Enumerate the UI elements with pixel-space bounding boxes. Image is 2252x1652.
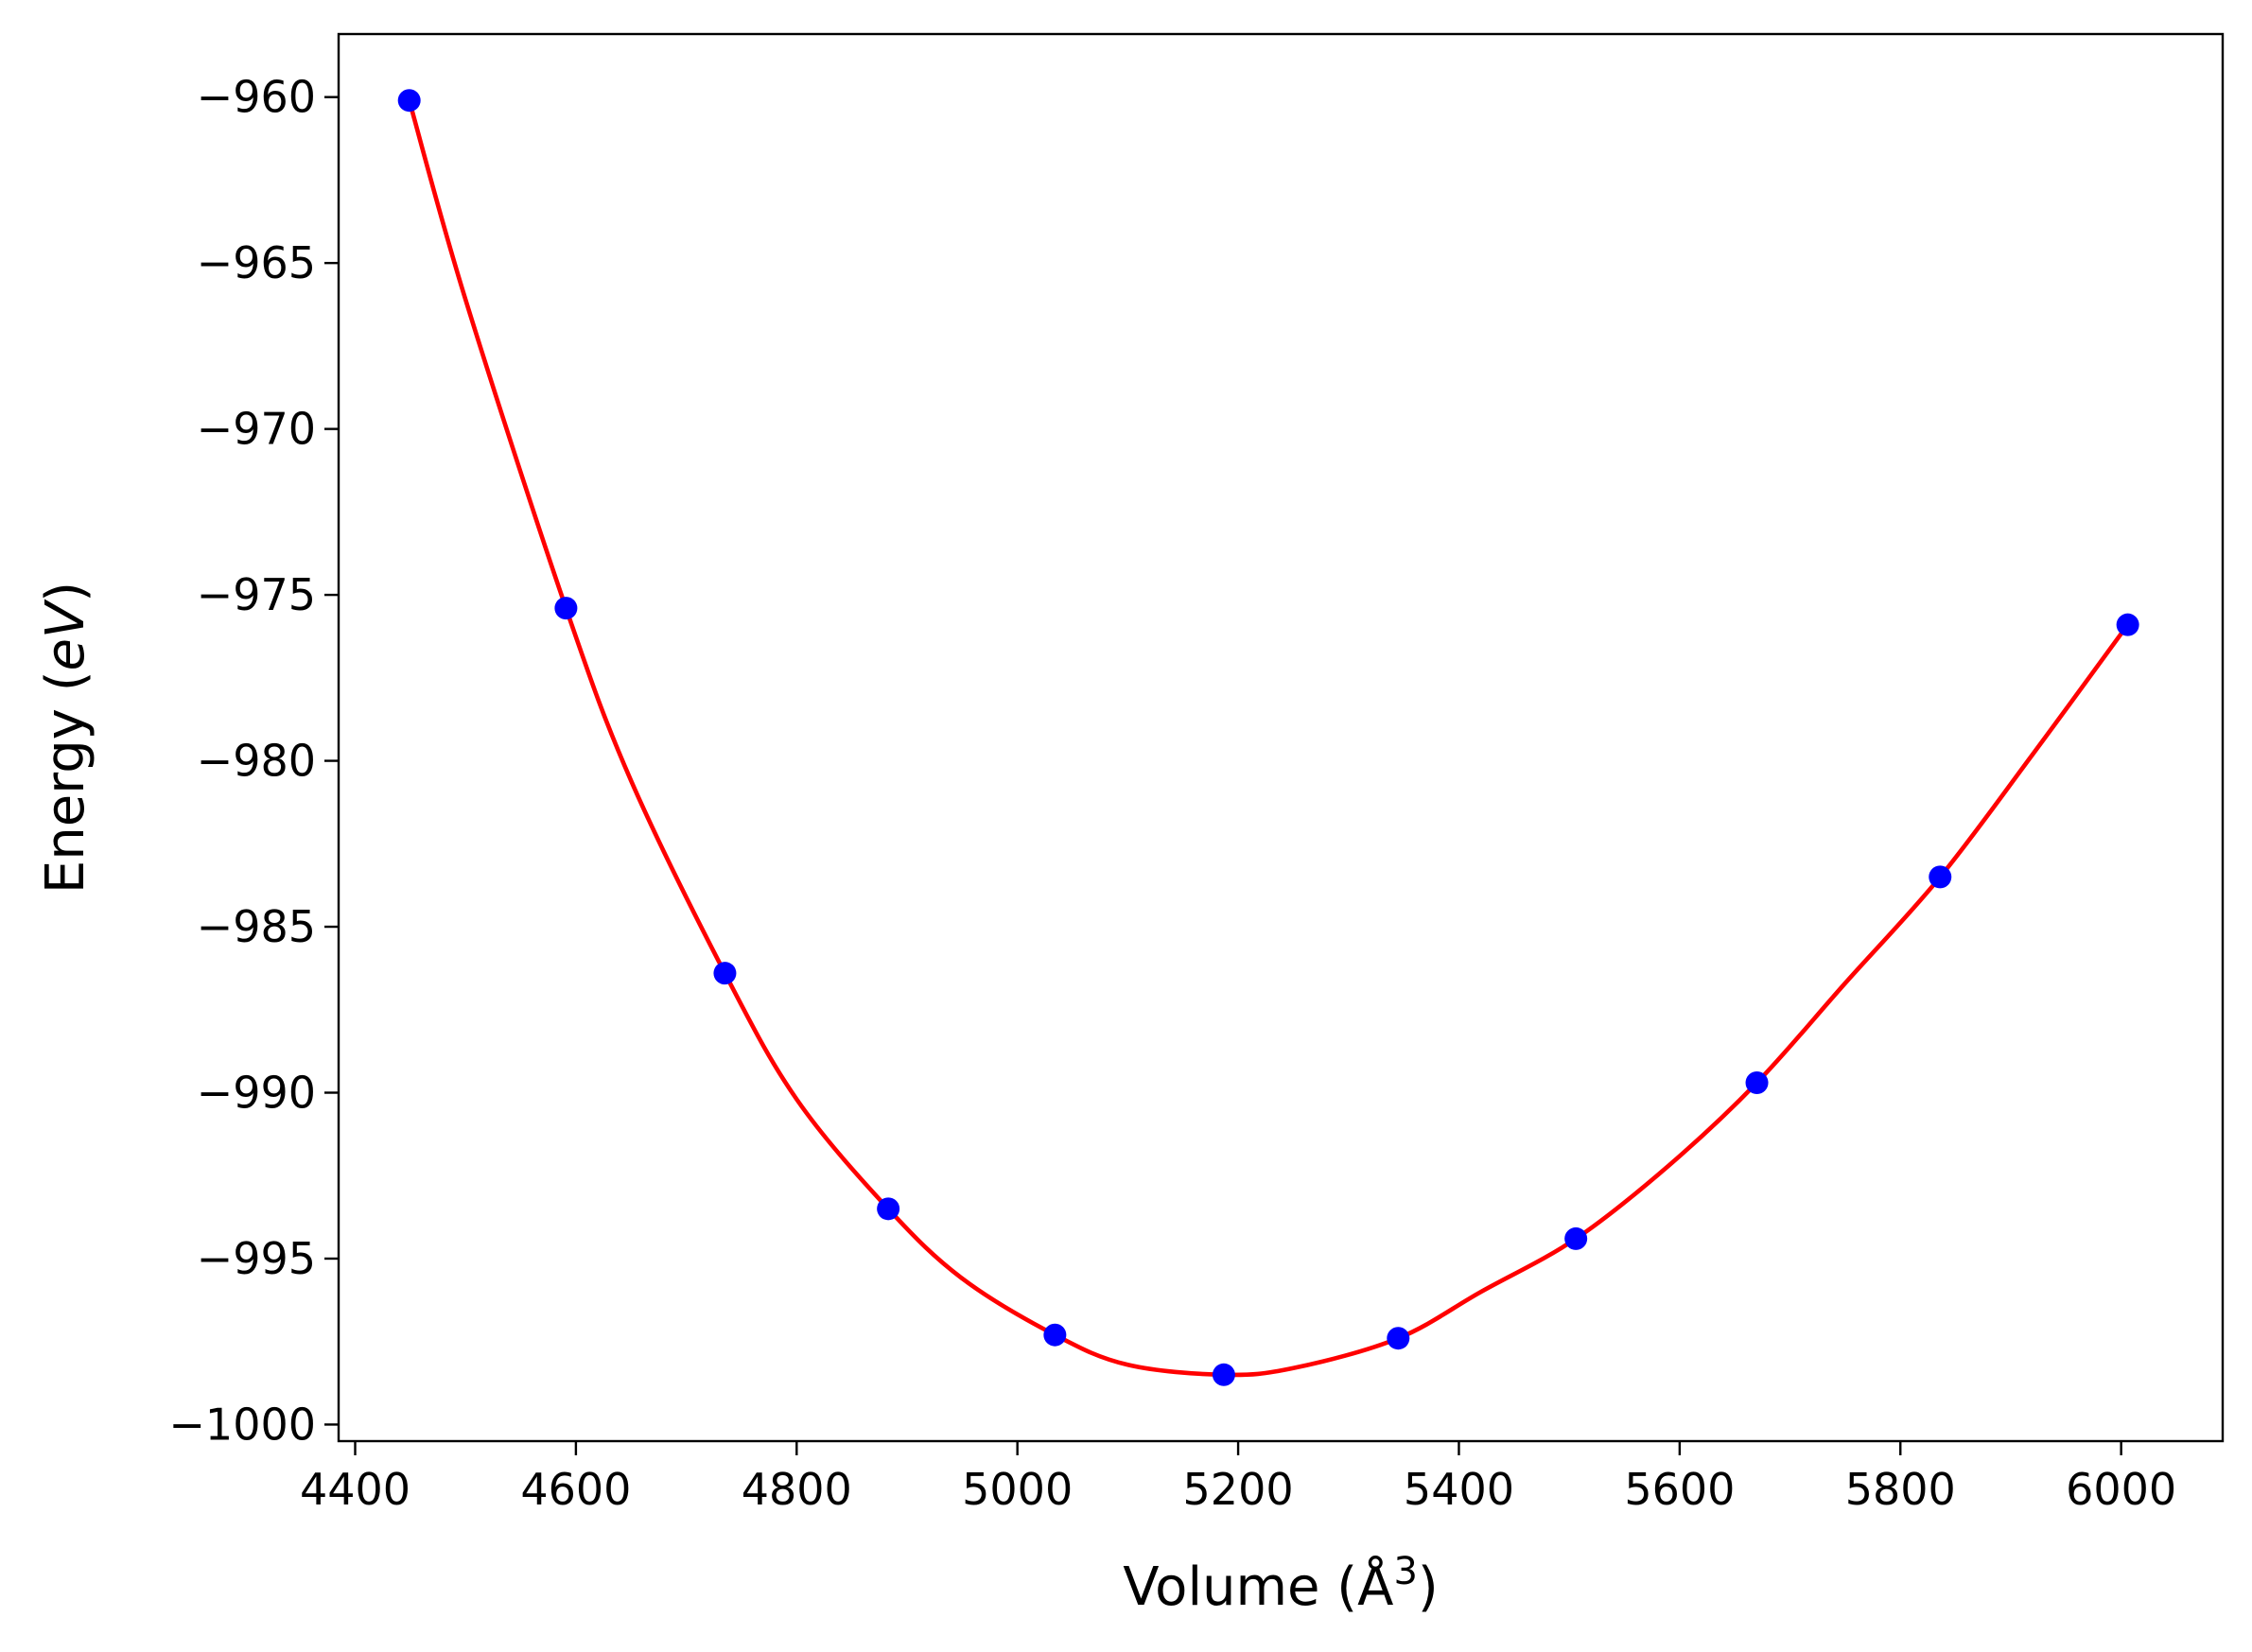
x-axis-label-text: Volume (Å: [1123, 1556, 1393, 1618]
data-point: [877, 1197, 900, 1221]
y-axis-label-close: ): [35, 582, 96, 602]
y-tick-label: −960: [197, 72, 316, 123]
fit-curve-line: [407, 99, 2130, 1378]
y-tick-label: −975: [197, 569, 316, 620]
y-tick-label: −965: [197, 237, 316, 288]
y-axis-ticks: −960 −965 −970 −975 −980 −985 −990 −995 −1000: [168, 72, 339, 1450]
data-point: [1387, 1327, 1410, 1350]
y-tick-label: −1000: [168, 1399, 316, 1450]
x-tick-label: 5400: [1404, 1464, 1514, 1515]
x-tick-label: 5600: [1624, 1464, 1735, 1515]
y-axis-label-text: Energy (: [35, 670, 96, 894]
y-tick-label: −995: [197, 1233, 316, 1284]
y-tick-label: −985: [197, 901, 316, 952]
x-axis-label: Volume (Å3): [1123, 1550, 1439, 1618]
x-axis-label-exponent: 3: [1393, 1550, 1417, 1593]
data-point: [2116, 613, 2139, 636]
y-tick-label: −970: [197, 404, 316, 455]
data-point: [397, 89, 421, 113]
x-tick-label: 4400: [300, 1464, 410, 1515]
y-axis-label: Energy (eV): [35, 582, 96, 894]
y-tick-label: −990: [197, 1068, 316, 1119]
x-tick-label: 5800: [1845, 1464, 1956, 1515]
data-point: [1745, 1070, 1769, 1094]
x-tick-label: 4600: [520, 1464, 631, 1515]
data-point: [1212, 1363, 1235, 1386]
data-point: [554, 597, 578, 620]
x-tick-label: 5200: [1183, 1464, 1294, 1515]
x-tick-label: 4800: [742, 1464, 852, 1515]
x-axis-label-close: ): [1418, 1556, 1439, 1618]
data-point: [1043, 1323, 1067, 1347]
x-tick-label: 6000: [2066, 1464, 2176, 1515]
data-point: [1929, 865, 1952, 889]
y-tick-label: −980: [197, 736, 316, 787]
y-axis-label-italic: eV: [35, 599, 96, 670]
x-tick-label: 5000: [962, 1464, 1073, 1515]
data-point: [1564, 1226, 1588, 1250]
data-point: [713, 962, 737, 985]
x-axis-ticks: 4400 4600 4800 5000 5200 5400 5600 5800 6000: [300, 1441, 2176, 1515]
axes-frame: [337, 32, 2225, 1443]
plot-area: [397, 89, 2139, 1386]
